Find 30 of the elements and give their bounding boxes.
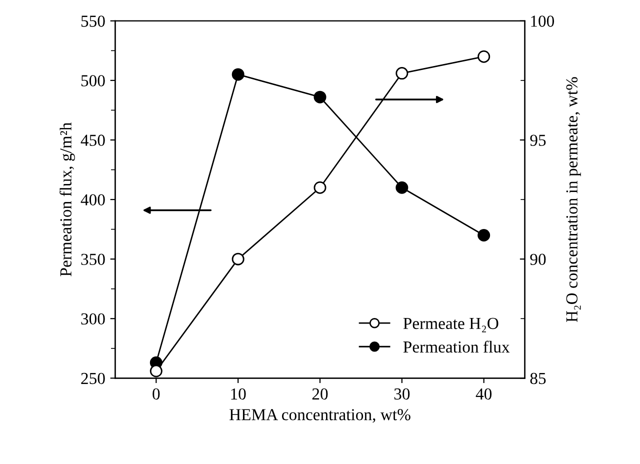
y-tick-label: 550 [81, 16, 105, 27]
point [478, 229, 490, 242]
point [232, 252, 244, 266]
y-tick-label: 250 [81, 372, 105, 384]
y2-tick-label: 95 [530, 134, 546, 146]
x-tick-label: 30 [394, 388, 410, 400]
legend-label: Permeation flux [403, 340, 510, 353]
x-tick-label: 40 [476, 388, 492, 400]
y-axis-title: Permeation flux, g/m²h [60, 122, 75, 276]
x-tick-label: 20 [312, 388, 328, 400]
point [314, 90, 326, 104]
point [396, 67, 408, 80]
y2-axis-title: H₂O concentration in permeate, wt% [566, 77, 581, 322]
y2-tick-label: 85 [530, 372, 546, 384]
y2-tick-label: 90 [530, 254, 546, 266]
point [150, 364, 162, 378]
point [396, 181, 408, 194]
y-tick-label: 400 [80, 194, 105, 206]
point [314, 181, 326, 194]
point [232, 68, 244, 81]
y2-tick-label: 100 [531, 16, 554, 27]
point [478, 50, 490, 63]
x-tick-label: 0 [152, 388, 160, 400]
x-axis-title: HEMA concentration, wt% [230, 409, 410, 423]
y-tick-label: 300 [81, 313, 105, 325]
legend-label: Permeate H₂O [403, 318, 498, 332]
x-tick-label: 10 [231, 388, 246, 400]
y-tick-label: 350 [81, 254, 105, 266]
y-tick-label: 450 [80, 134, 105, 146]
y-tick-label: 500 [81, 75, 105, 86]
